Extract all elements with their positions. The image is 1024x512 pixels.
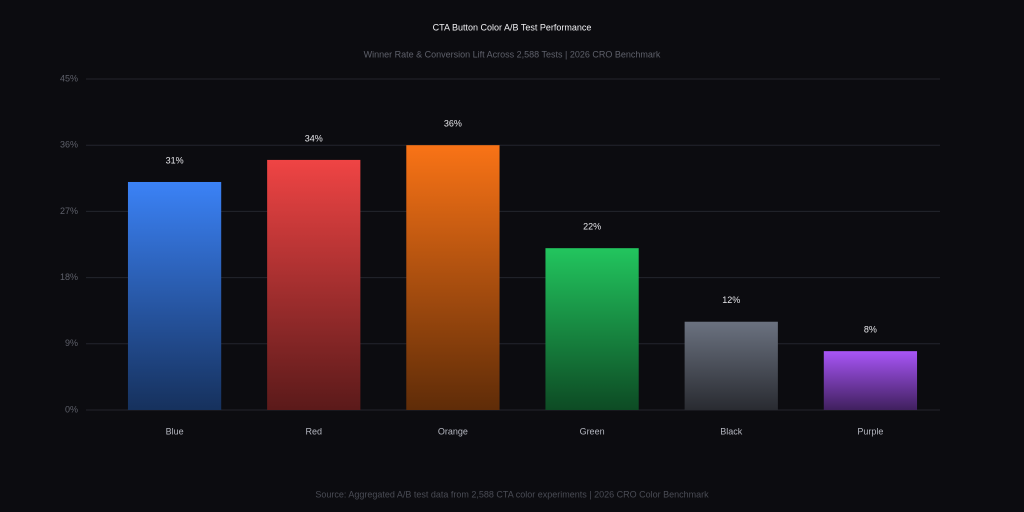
bar <box>127 181 222 410</box>
value-label: 8% <box>864 325 877 335</box>
x-tick-label: Orange <box>438 426 468 436</box>
chart-subtitle: Winner Rate & Conversion Lift Across 2,5… <box>364 49 661 59</box>
x-tick-label: Blue <box>166 426 184 436</box>
value-label: 36% <box>444 119 462 129</box>
bar <box>823 351 918 410</box>
bar <box>267 159 361 410</box>
y-tick-label: 0% <box>65 404 78 414</box>
y-tick-label: 9% <box>65 338 78 348</box>
bar <box>406 145 500 410</box>
y-tick-label: 27% <box>60 206 78 216</box>
x-tick-label: Black <box>720 426 743 436</box>
value-label: 22% <box>583 222 601 232</box>
y-tick-label: 18% <box>60 272 78 282</box>
x-tick-label: Red <box>305 426 322 436</box>
value-label: 12% <box>722 295 740 305</box>
value-label: 31% <box>166 155 184 165</box>
x-tick-label: Purple <box>857 426 883 436</box>
x-tick-label: Green <box>580 426 605 436</box>
chart-title: CTA Button Color A/B Test Performance <box>433 22 592 32</box>
bar <box>545 248 639 410</box>
value-label: 34% <box>305 133 323 143</box>
y-tick-label: 36% <box>60 140 78 150</box>
y-tick-label: 45% <box>60 73 78 83</box>
bar <box>684 321 778 410</box>
source-note: Source: Aggregated A/B test data from 2,… <box>315 489 709 499</box>
